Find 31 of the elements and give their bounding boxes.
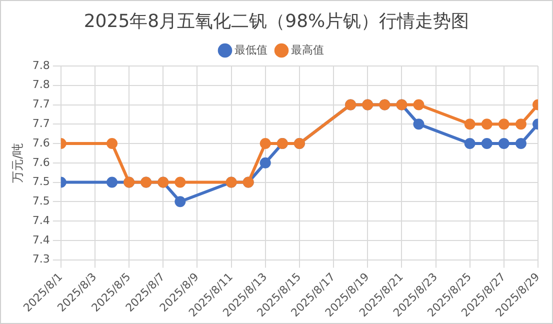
legend-label: 最高值: [291, 43, 324, 56]
y-tick-label: 7.4: [32, 233, 50, 246]
legend-label: 最低值: [234, 43, 268, 56]
y-tick-label: 7.4: [32, 214, 50, 227]
point: [515, 118, 526, 130]
y-tick-label: 7.8: [32, 78, 50, 92]
point: [498, 138, 510, 150]
y-tick-label: 7.5: [32, 175, 50, 188]
point: [413, 118, 424, 130]
y-tick-label: 7.5: [32, 194, 50, 208]
point: [464, 118, 476, 130]
y-tick-label: 7.6: [32, 156, 50, 169]
y-tick-label: 7.7: [32, 98, 50, 111]
point: [481, 118, 492, 130]
point: [413, 99, 424, 110]
point: [515, 138, 526, 150]
point: [260, 157, 271, 168]
point: [106, 138, 118, 150]
point: [106, 176, 118, 188]
chart-title: 2025年8月五氧化二钒（98%片钒）行情走势图: [82, 10, 470, 33]
point: [174, 176, 186, 188]
point: [260, 138, 271, 150]
y-tick-label: 7.3: [32, 252, 50, 266]
point: [174, 196, 186, 208]
point: [464, 138, 476, 150]
y-tick-label: 7.6: [32, 136, 50, 150]
point: [481, 138, 492, 150]
point: [498, 118, 510, 130]
y-tick-label: 7.7: [32, 116, 50, 130]
y-tick-label: 7.8: [32, 58, 50, 72]
y-axis-title: 万元/吨: [10, 142, 24, 183]
